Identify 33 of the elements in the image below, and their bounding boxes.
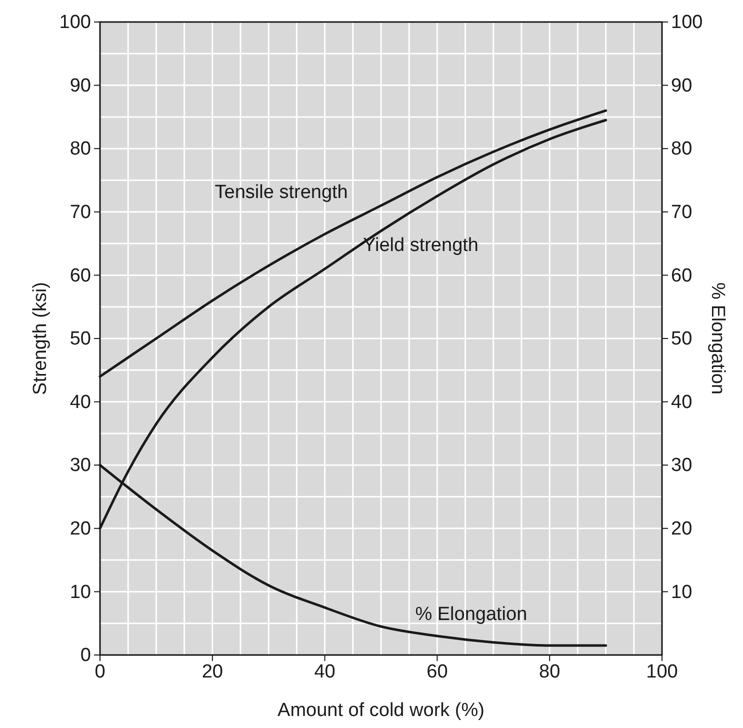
y-tick-label: 40	[70, 392, 91, 413]
y-tick-label: 60	[70, 265, 91, 286]
y2-tick-label: 70	[671, 202, 692, 223]
series-label: % Elongation	[415, 604, 528, 626]
y2-tick-label: 20	[671, 518, 692, 540]
x-tick-label: 20	[202, 661, 223, 682]
y2-axis-title: % Elongation	[707, 282, 728, 394]
y2-tick-label: 100	[671, 12, 703, 34]
y-tick-label: 0	[80, 645, 91, 666]
y-tick-label: 70	[70, 202, 91, 223]
x-axis-title: Amount of cold work (%)	[278, 700, 484, 721]
y-tick-label: 30	[70, 455, 91, 476]
x-tick-label: 100	[646, 661, 678, 682]
y2-tick-label: 90	[671, 75, 692, 96]
series-label: Tensile strength	[214, 182, 348, 204]
y-tick-label: 20	[70, 518, 91, 540]
y2-tick-label: 50	[671, 328, 692, 350]
y-axis-title: Strength (ksi)	[30, 282, 51, 395]
y-tick-label: 80	[70, 138, 91, 160]
y-tick-label: 50	[70, 328, 91, 350]
y2-tick-label: 40	[671, 392, 692, 413]
y2-tick-label: 80	[671, 138, 692, 160]
y2-tick-label: 10	[671, 582, 692, 603]
series-label: Yield strength	[363, 234, 478, 256]
y2-tick-label: 60	[671, 265, 692, 286]
x-tick-label: 80	[539, 661, 560, 682]
y-tick-label: 10	[70, 582, 91, 603]
y2-tick-label: 30	[671, 455, 692, 476]
x-tick-label: 0	[94, 661, 106, 682]
y-tick-label: 90	[70, 75, 91, 96]
x-tick-label: 40	[314, 661, 336, 682]
y-tick-label: 100	[59, 12, 91, 34]
x-tick-label: 60	[426, 661, 448, 682]
